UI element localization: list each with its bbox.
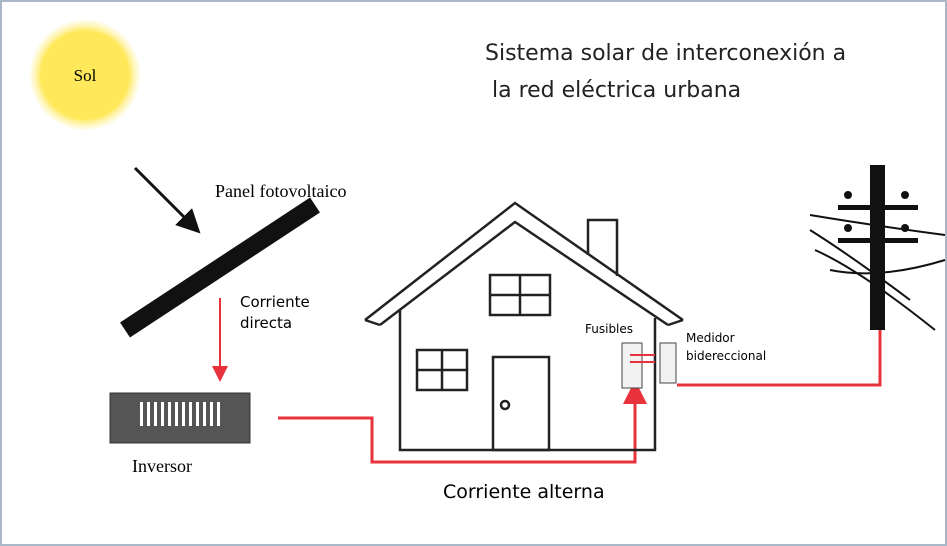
meter-label: Medidor xyxy=(686,331,735,345)
ac-label: Corriente alterna xyxy=(443,481,605,503)
meter xyxy=(659,342,677,384)
sun-label: Sol xyxy=(74,66,97,85)
house xyxy=(364,201,684,452)
panel-label: Panel fotovoltaico xyxy=(215,181,346,201)
inverter-vents xyxy=(140,402,220,426)
utility-pole xyxy=(809,165,946,331)
solar-panel xyxy=(120,197,320,338)
fuse-box xyxy=(621,342,643,389)
grid-wire xyxy=(677,330,882,387)
sun-ray xyxy=(133,166,201,234)
inverter-label: Inversor xyxy=(132,456,192,476)
fuses-label: Fusibles xyxy=(585,322,633,336)
sun xyxy=(30,20,140,130)
ac-wire xyxy=(278,380,647,464)
dc-label: Corriente xyxy=(240,293,310,311)
meter-label: bidereccional xyxy=(686,349,766,363)
dc-label: directa xyxy=(240,314,292,332)
title-line: Sistema solar de interconexión a xyxy=(485,41,846,66)
title-line: la red eléctrica urbana xyxy=(492,78,741,103)
inverter xyxy=(109,392,251,444)
